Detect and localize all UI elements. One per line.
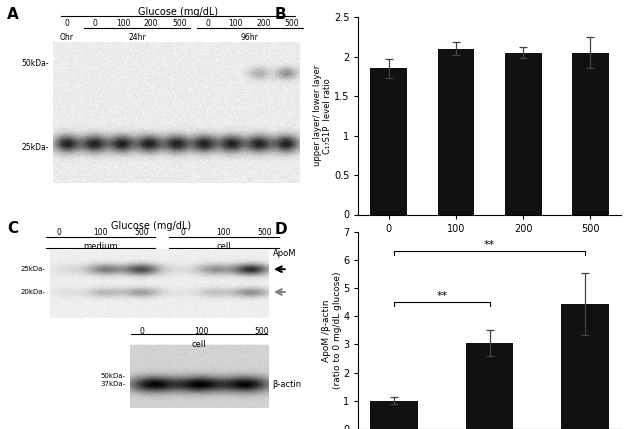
Bar (505, 53, 541, 214)
Text: 500: 500 (172, 19, 187, 28)
Text: β-actin: β-actin (273, 380, 301, 389)
Text: 500: 500 (255, 327, 269, 336)
Text: 100: 100 (195, 327, 209, 336)
Text: Glucose (mg/dL): Glucose (mg/dL) (111, 221, 191, 231)
Y-axis label: ApoM /β-actin
(ratio to 0 mg/dL glucose): ApoM /β-actin (ratio to 0 mg/dL glucose) (323, 272, 342, 389)
Text: 0: 0 (92, 19, 97, 28)
Text: 200: 200 (144, 19, 159, 28)
Text: 20kDa-: 20kDa- (20, 289, 45, 295)
Bar (466, 343, 513, 429)
Text: D: D (275, 222, 287, 237)
Text: 100: 100 (93, 228, 108, 237)
Bar (561, 304, 609, 429)
Text: medium: medium (83, 242, 118, 251)
Text: A: A (7, 7, 19, 22)
Text: 25kDa-: 25kDa- (21, 143, 49, 152)
Bar (371, 401, 418, 429)
Text: **: ** (484, 240, 495, 250)
Text: 500: 500 (134, 228, 148, 237)
Text: cell: cell (216, 242, 231, 251)
Text: 0: 0 (205, 19, 210, 28)
Text: C: C (7, 221, 18, 236)
Text: 0: 0 (180, 228, 185, 237)
Y-axis label: upper layer/ lower layer
C₁₇S1P  level ratio: upper layer/ lower layer C₁₇S1P level ra… (313, 65, 333, 166)
Bar (572, 53, 609, 214)
Text: Glucose (mg/dL): Glucose (mg/dL) (138, 7, 218, 18)
Text: **: ** (436, 291, 447, 301)
Text: ApoM: ApoM (273, 249, 296, 258)
Text: 100: 100 (216, 228, 231, 237)
Text: cell: cell (191, 340, 206, 349)
Text: 96hr: 96hr (241, 33, 259, 42)
Text: 100: 100 (116, 19, 130, 28)
Text: 50kDa-: 50kDa- (21, 59, 49, 68)
Text: 500: 500 (258, 228, 273, 237)
Text: 24hr: 24hr (128, 33, 146, 42)
Text: 500: 500 (285, 19, 300, 28)
Text: 25kDa-: 25kDa- (20, 266, 45, 272)
Text: B: B (275, 7, 286, 22)
X-axis label: Glucose (mg/dL): Glucose (mg/dL) (449, 239, 530, 249)
Text: 37kDa-: 37kDa- (100, 381, 125, 387)
Bar (371, 69, 407, 214)
Text: 50kDa-: 50kDa- (100, 373, 125, 379)
Text: Ohr: Ohr (60, 33, 74, 42)
Text: 0: 0 (140, 327, 144, 336)
Text: 100: 100 (228, 19, 243, 28)
Text: 0: 0 (56, 228, 61, 237)
Bar (438, 49, 474, 214)
Text: 200: 200 (257, 19, 271, 28)
Text: 0: 0 (64, 19, 69, 28)
